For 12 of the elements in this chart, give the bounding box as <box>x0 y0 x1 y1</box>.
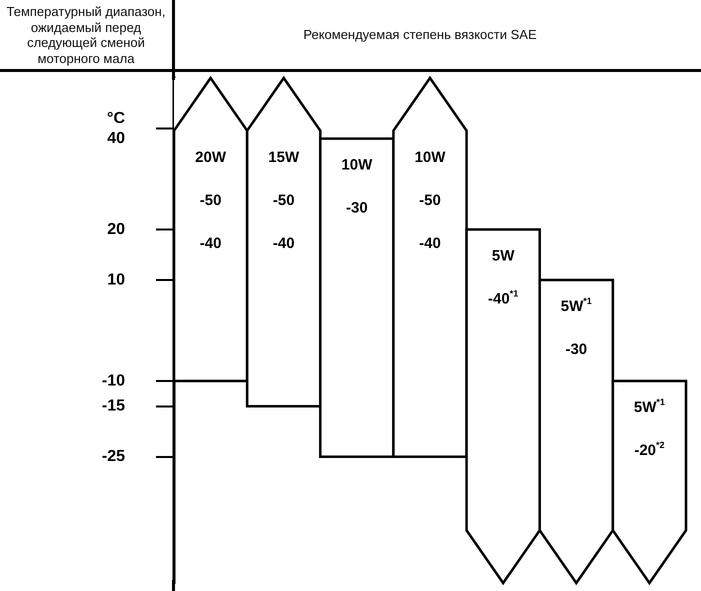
text: 15W -50 -40 <box>268 148 300 252</box>
y-tick-label: -25 <box>102 448 126 466</box>
y-tick-label: -15 <box>102 398 126 415</box>
y-tick-label: °C 40 <box>107 110 126 147</box>
y-axis-title: Температурный диапазон, ожидаемый перед следующей сменой моторного мала <box>6 4 166 66</box>
y-tick-label: 20 <box>107 220 126 238</box>
text: 10W -30 <box>341 156 372 217</box>
text: 10W -50 -40 <box>414 148 446 252</box>
chart-title: Рекомендуемая степень вязкости SAE <box>302 27 538 43</box>
y-tick-label: 10 <box>107 271 126 288</box>
y-tick-label: -10 <box>102 372 126 390</box>
text: 20W -50 -40 <box>195 148 226 252</box>
